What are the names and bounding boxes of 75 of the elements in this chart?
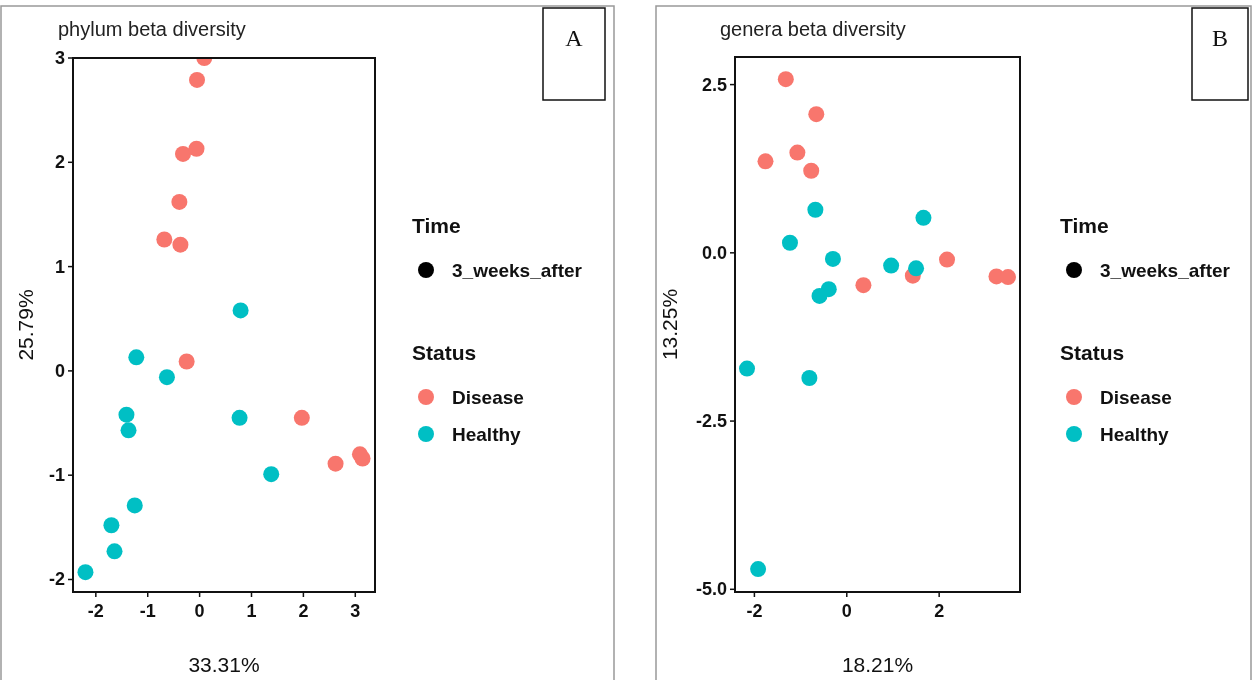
y-tick-label: -2 — [48, 569, 65, 590]
point — [120, 422, 137, 439]
x-tick-label: -1 — [139, 601, 156, 621]
y-tick-label: 3 — [54, 48, 65, 68]
point — [118, 406, 135, 423]
chart-title: genera beta diversity — [720, 18, 906, 40]
y-tick-label: 0 — [54, 360, 65, 381]
legend-label: Healthy — [452, 424, 522, 445]
point — [824, 250, 841, 267]
point — [915, 209, 932, 226]
point — [883, 257, 900, 274]
y-tick-label: 1 — [54, 256, 65, 277]
point — [777, 71, 794, 88]
point — [750, 561, 767, 578]
x-tick-label: -2 — [746, 601, 763, 621]
x-tick-label: 0 — [841, 601, 852, 621]
point — [801, 370, 818, 386]
text: 3_weeks_after — [452, 260, 583, 281]
x-axis-title: 18.21% — [841, 653, 914, 676]
point — [855, 277, 872, 294]
point — [807, 201, 824, 218]
point — [327, 455, 344, 472]
x-tick-label: 2 — [934, 601, 945, 621]
point — [739, 360, 756, 377]
point — [757, 153, 774, 170]
point — [172, 236, 189, 253]
point — [171, 193, 188, 210]
point — [126, 497, 143, 514]
x-tick-label: 3 — [350, 601, 361, 621]
y-axis-title: 13.25% — [658, 288, 681, 361]
point — [106, 543, 123, 560]
y-tick-label: -5.0 — [695, 579, 727, 600]
point — [158, 369, 175, 386]
point — [803, 162, 820, 179]
legend-label: Disease — [1100, 387, 1172, 408]
point — [189, 71, 206, 88]
legend-label: Disease — [452, 387, 524, 408]
legend-title: Status — [412, 341, 477, 364]
text: Time — [412, 214, 461, 237]
point — [156, 231, 173, 248]
point — [77, 564, 94, 581]
text: Time — [1060, 214, 1109, 237]
x-tick-label: -2 — [87, 601, 104, 621]
point — [808, 106, 825, 123]
x-axis-title: 33.31% — [188, 653, 260, 676]
point — [789, 144, 806, 161]
point — [188, 140, 205, 157]
y-tick-label: 2 — [54, 152, 65, 173]
y-axis-title: 25.79% — [14, 289, 37, 361]
legend-title: Status — [1060, 341, 1125, 364]
x-tick-label: 1 — [246, 601, 257, 621]
point — [939, 251, 956, 268]
text: 3_weeks_after — [1100, 260, 1231, 281]
x-tick-label: 2 — [298, 601, 309, 621]
point — [128, 349, 145, 366]
point — [781, 234, 798, 251]
y-tick-label: 0.0 — [701, 242, 727, 263]
text: B — [1211, 25, 1229, 51]
point — [178, 353, 195, 370]
legend-label: Healthy — [1100, 424, 1170, 445]
y-tick-label: -2.5 — [695, 411, 727, 432]
point — [354, 450, 371, 467]
point — [811, 287, 828, 304]
point — [232, 302, 249, 319]
point — [103, 517, 120, 534]
text: A — [565, 25, 584, 51]
point — [908, 260, 925, 277]
point — [293, 409, 310, 426]
point — [175, 145, 192, 162]
point — [231, 409, 248, 426]
chart-title: phylum beta diversity — [58, 18, 246, 40]
x-tick-label: 0 — [194, 601, 205, 621]
point — [263, 466, 280, 483]
y-tick-label: -1 — [48, 465, 65, 486]
y-tick-label: 2.5 — [701, 74, 727, 95]
